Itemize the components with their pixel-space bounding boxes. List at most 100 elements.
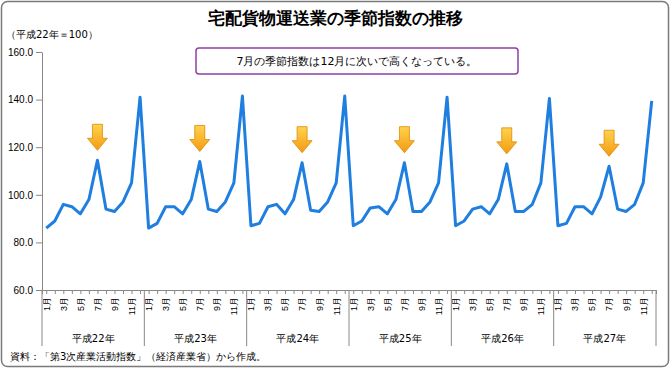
x-tick-mark	[132, 290, 133, 294]
x-tick	[106, 290, 107, 294]
x-tick	[140, 290, 141, 294]
x-tick-mark	[106, 290, 107, 294]
arrow	[497, 128, 517, 154]
x-tick	[396, 290, 397, 294]
x-tick-label: 3月	[570, 297, 580, 311]
x-tick-mark	[234, 290, 235, 294]
x-tick-mark	[319, 290, 320, 294]
x-tick: 7月	[604, 290, 614, 311]
annotation-text: 7月の季節指数は12月に次いで高くなっている。	[237, 55, 478, 68]
x-tick: 7月	[93, 290, 103, 311]
group-label: 平成27年	[583, 333, 626, 344]
x-tick	[345, 290, 346, 294]
series-line	[46, 96, 651, 228]
arrow	[599, 130, 619, 156]
group-label: 平成23年	[174, 333, 217, 344]
chart: 宅配貨物運送業の季節指数の推移（平成22年＝100）60.080.0100.01…	[0, 0, 670, 368]
y-tick-label: 60.0	[14, 285, 34, 296]
y-tick-label: 80.0	[14, 237, 34, 248]
x-tick-label: 5月	[485, 297, 495, 311]
group-label: 平成26年	[481, 333, 524, 344]
y-axis: 60.080.0100.0120.0140.0160.0	[8, 47, 43, 296]
group-separator	[553, 290, 554, 346]
x-tick	[311, 290, 312, 294]
x-tick-label: 7月	[502, 297, 512, 311]
annotation: 7月の季節指数は12月に次いで高くなっている。	[196, 48, 518, 74]
x-tick: 3月	[468, 290, 478, 311]
x-tick: 5月	[178, 290, 188, 311]
x-tick-mark	[336, 290, 337, 294]
y-tick: 140.0	[8, 94, 42, 105]
x-tick-mark	[242, 290, 243, 294]
y-tick: 160.0	[8, 47, 42, 58]
x-tick: 3月	[59, 290, 69, 311]
x-tick: 5月	[383, 290, 393, 311]
x-tick-mark	[473, 290, 474, 294]
y-tick-label: 140.0	[8, 94, 33, 105]
x-tick	[618, 290, 619, 294]
x-tick: 11月	[536, 290, 546, 315]
x-tick-mark	[524, 290, 525, 294]
x-tick	[430, 290, 431, 294]
x-tick: 11月	[229, 290, 239, 315]
x-tick-label: 1月	[246, 297, 256, 311]
x-tick: 5月	[587, 290, 597, 311]
x-tick-label: 3月	[468, 297, 478, 311]
x-tick-label: 11月	[229, 297, 239, 315]
x-tick-label: 3月	[59, 297, 69, 311]
x-tick-label: 3月	[263, 297, 273, 311]
x-tick-mark	[532, 290, 533, 294]
x-tick-label: 11月	[434, 297, 444, 315]
x-tick-label: 11月	[639, 297, 649, 315]
x-tick-mark	[584, 290, 585, 294]
x-tick: 3月	[366, 290, 376, 311]
x-tick	[123, 290, 124, 294]
x-tick	[566, 290, 567, 294]
group-separator	[42, 290, 43, 346]
x-tick-mark	[302, 290, 303, 294]
group-label: 平成25年	[379, 333, 422, 344]
y-axis-label: （平成22年＝100）	[6, 29, 98, 40]
y-axis-line	[42, 53, 43, 291]
x-tick	[277, 290, 278, 294]
x-tick: 1月	[246, 290, 256, 311]
x-tick-mark	[362, 290, 363, 294]
x-tick-mark	[174, 290, 175, 294]
x-tick	[379, 290, 380, 294]
x-tick-mark	[277, 290, 278, 294]
x-tick: 7月	[400, 290, 410, 311]
plot-area	[46, 96, 651, 228]
x-tick	[242, 290, 243, 294]
x-tick-label: 5月	[280, 297, 290, 311]
x-tick-label: 9月	[519, 297, 529, 311]
x-tick	[89, 290, 90, 294]
x-tick-label: 7月	[297, 297, 307, 311]
x-tick-label: 5月	[178, 297, 188, 311]
x-tick-mark	[515, 290, 516, 294]
x-tick-label: 9月	[315, 297, 325, 311]
x-tick	[584, 290, 585, 294]
x-tick	[191, 290, 192, 294]
x-tick-label: 9月	[110, 297, 120, 311]
y-tick-mark	[36, 195, 42, 196]
x-tick	[362, 290, 363, 294]
x-tick	[208, 290, 209, 294]
x-tick-mark	[549, 290, 550, 294]
x-tick-mark	[498, 290, 499, 294]
x-tick-mark	[80, 290, 81, 294]
x-tick-label: 5月	[76, 297, 86, 311]
x-tick-mark	[404, 290, 405, 294]
x-tick-mark	[396, 290, 397, 294]
group-separator	[656, 290, 657, 346]
x-tick-mark	[592, 290, 593, 294]
x-tick-mark	[635, 290, 636, 294]
x-tick: 5月	[485, 290, 495, 311]
x-tick: 9月	[622, 290, 632, 311]
x-tick: 1月	[349, 290, 359, 311]
x-tick	[601, 290, 602, 294]
y-tick: 80.0	[14, 237, 42, 248]
x-tick-label: 11月	[536, 297, 546, 315]
x-tick-mark	[345, 290, 346, 294]
x-tick-mark	[541, 290, 542, 294]
y-tick-mark	[36, 242, 42, 243]
